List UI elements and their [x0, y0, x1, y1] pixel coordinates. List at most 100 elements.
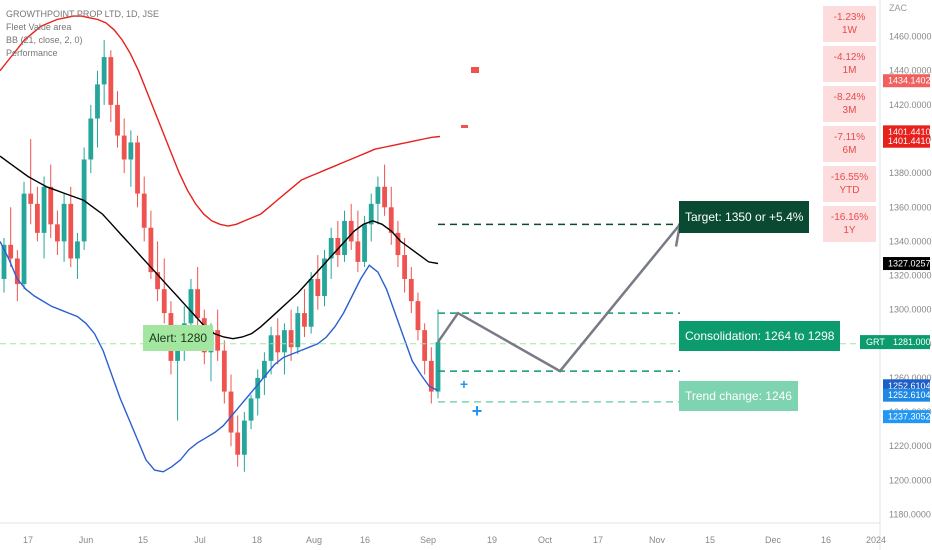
candle-body	[41, 186, 47, 233]
price-tag-label: 1327.0257	[888, 259, 931, 269]
x-tick-label: 2024	[866, 535, 886, 545]
candle-body	[302, 313, 307, 327]
perf-value: -8.24%	[833, 92, 866, 103]
price-tag	[883, 388, 930, 402]
candle-body	[8, 244, 14, 259]
candle-body	[428, 360, 434, 392]
candle-body	[115, 104, 120, 136]
y-tick-label: 1180.0000	[889, 509, 931, 519]
candle-body	[422, 330, 428, 361]
candle-body	[362, 224, 367, 262]
chart-legend: GROWTHPOINT PROP LTD, 1D, JSE Fleet Valu…	[6, 8, 159, 60]
y-tick-label: 1340.0000	[889, 236, 932, 246]
candle-body	[241, 420, 247, 455]
x-tick-label: 17	[593, 535, 603, 545]
candle-body	[161, 289, 167, 314]
candle-body	[221, 350, 227, 392]
y-tick-label: 1260.0000	[889, 373, 932, 383]
target-callout[interactable]: Target: 1350 or +5.4%	[679, 201, 810, 233]
candle-body	[295, 313, 301, 348]
x-tick-label: Dec	[765, 535, 782, 545]
x-tick-label: Oct	[538, 535, 553, 545]
candle-body	[375, 186, 381, 204]
candle-body	[195, 289, 201, 319]
legend-indicator-3: Performance	[6, 48, 58, 58]
perf-period: 1Y	[843, 225, 856, 236]
trend-change-callout[interactable]: Trend change: 1246	[679, 381, 798, 411]
bollinger-basis	[0, 155, 439, 340]
buy-marker: +	[460, 376, 468, 392]
bollinger-lower-band	[0, 241, 439, 473]
candle-body	[155, 272, 160, 290]
perf-value: -16.55%	[830, 172, 869, 183]
perf-value: -4.12%	[833, 52, 866, 63]
x-tick-label: 19	[487, 535, 497, 545]
candle-body	[34, 203, 40, 233]
candle-body	[28, 193, 34, 204]
perf-cell-6m: -7.11% 6M	[823, 126, 876, 162]
price-tag	[883, 74, 930, 88]
candle-body	[14, 258, 20, 285]
price-tag-label: 1237.3052	[888, 412, 931, 422]
candle-body	[388, 207, 394, 233]
legend-symbol: GROWTHPOINT PROP LTD, 1D, JSE	[6, 9, 160, 19]
x-tick-label: 17	[23, 535, 33, 545]
candle-body	[435, 342, 441, 392]
consolidation-callout[interactable]: Consolidation: 1264 to 1298	[679, 321, 841, 351]
price-tag-label: 1434.1402	[888, 76, 931, 86]
price-tag-label: 1252.6104	[888, 381, 931, 391]
candle-body	[415, 301, 421, 331]
perf-value: -16.16%	[830, 212, 869, 223]
candle-body	[68, 203, 74, 259]
candle-body	[215, 330, 221, 351]
candle-body	[135, 142, 140, 194]
candle-body	[282, 330, 287, 353]
perf-period: 6M	[842, 145, 857, 156]
candle-body	[55, 224, 60, 242]
legend-indicator-2: BB (21, close, 2, 0)	[6, 35, 83, 45]
x-tick-label: 16	[821, 535, 831, 545]
candle-body	[275, 335, 281, 353]
candle-body	[235, 432, 241, 455]
alert-callout[interactable]: Alert: 1280	[143, 325, 214, 351]
perf-cell-1y: -16.16% 1Y	[823, 206, 876, 242]
price-tag	[883, 410, 930, 424]
candle-body	[262, 360, 267, 378]
candle-body	[408, 278, 414, 302]
candle-body	[328, 237, 334, 259]
candle-body	[355, 241, 361, 262]
candle-body	[188, 289, 194, 324]
candle-body	[315, 278, 321, 297]
perf-period: 3M	[842, 105, 857, 116]
candle-body	[148, 227, 154, 273]
price-tag-label: 1252.6104	[888, 390, 931, 400]
y-tick-label: 1300.0000	[889, 305, 932, 315]
candle-body	[61, 203, 67, 242]
legend-indicator-1: Fleet Value area	[6, 22, 72, 32]
x-tick-label: 15	[705, 535, 715, 545]
perf-cell-1m: -4.12% 1M	[823, 46, 876, 82]
candle-body	[48, 186, 54, 225]
x-tick-label: Sep	[420, 535, 436, 545]
candle-body	[248, 398, 254, 421]
x-tick-label: Aug	[306, 535, 322, 545]
candle-body	[342, 220, 347, 256]
candle-body	[21, 193, 27, 285]
candle-body	[368, 203, 374, 225]
candle-body	[402, 255, 408, 279]
candle-body	[268, 335, 274, 361]
x-tick-label: 18	[252, 535, 262, 545]
perf-cell-ytd: -16.55% YTD	[823, 166, 876, 202]
perf-cell-3m: -8.24% 3M	[823, 86, 876, 122]
y-tick-label: 1380.0000	[889, 168, 932, 178]
projection-path	[436, 219, 683, 373]
sell-marker	[471, 67, 479, 73]
y-tick-label: 1360.0000	[889, 202, 932, 212]
perf-cell-1w: -1.23% 1W	[823, 6, 876, 42]
price-tag	[883, 134, 930, 148]
x-tick-label: Jun	[79, 535, 94, 545]
candle-body	[395, 232, 401, 256]
candle-body	[228, 391, 234, 433]
perf-value: -7.11%	[834, 132, 865, 143]
